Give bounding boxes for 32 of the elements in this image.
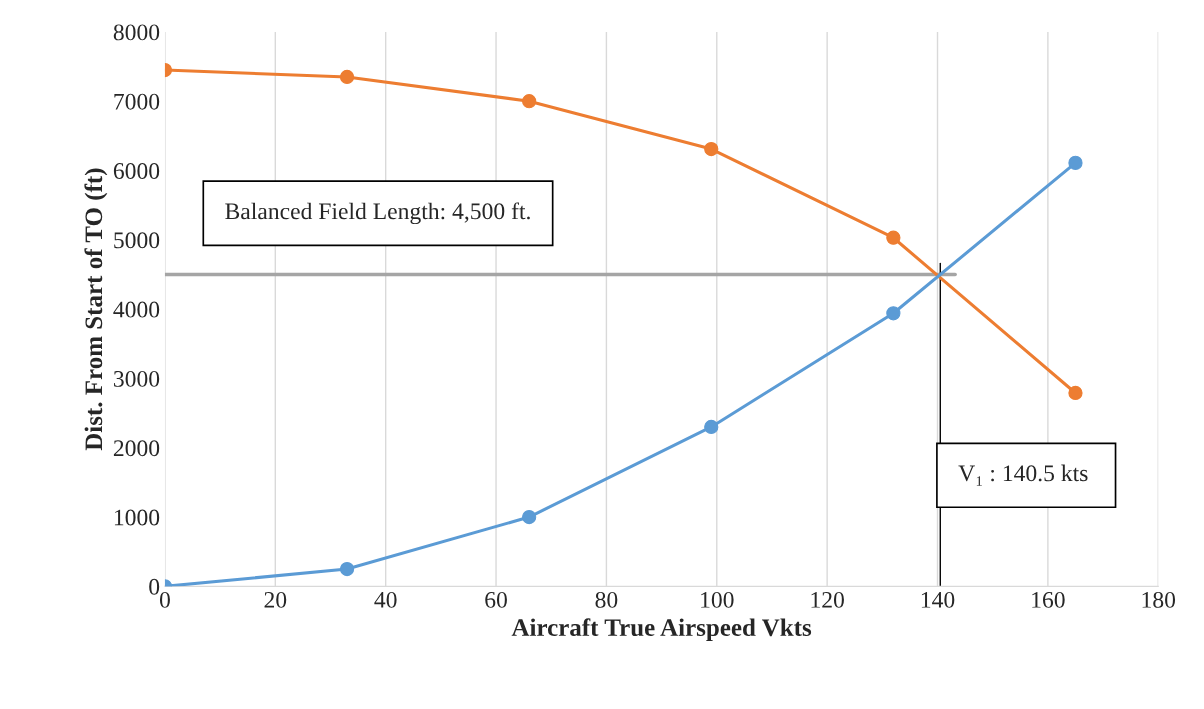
x-tick-label: 40 [374,591,397,608]
x-tick-label: 80 [595,591,618,608]
y-tick-label: 4000 [113,301,160,318]
y-axis-title: Dist. From Start of TO (ft) [84,168,108,451]
ref-line-label: V₁ : 140.5 kts [958,464,1088,486]
x-tick-label: 140 [921,591,955,608]
y-tick-label: 6000 [113,163,160,179]
x-tick-label: 120 [811,591,844,608]
y-tick-label: 7000 [114,93,160,110]
point [1068,385,1083,401]
point [886,230,901,245]
point [704,419,719,435]
y-tick-label: 2000 [113,440,160,457]
y-tick-label: 0 [149,578,160,595]
point [522,509,537,525]
x-tick-label: 20 [264,591,287,608]
point [1068,155,1083,171]
x-tick-label: 180 [1142,591,1176,608]
y-tick-label: 1000 [114,509,160,526]
point [339,69,355,85]
ref-line-label: Balanced Field Length: 4,500 ft. [225,202,530,225]
y-tick-label: 5000 [114,232,160,249]
point [704,141,719,157]
y-tick-label: 8000 [113,24,160,41]
point [339,561,355,577]
point [886,306,901,321]
x-tick-label: 100 [701,591,734,608]
x-tick-label: 60 [485,591,507,608]
y-tick-label: 3000 [113,370,160,387]
point [522,94,537,109]
x-axis-title: Aircraft True Airspeed Vkts [511,618,812,642]
x-tick-label: 160 [1032,591,1065,608]
